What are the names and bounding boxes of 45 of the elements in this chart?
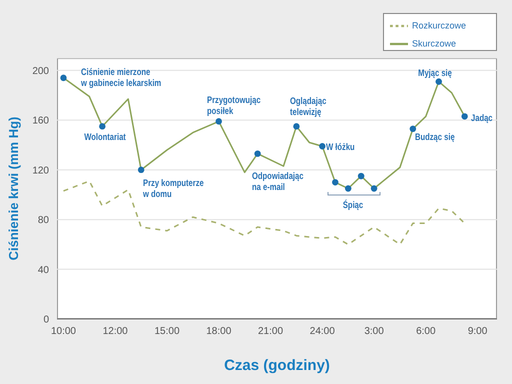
x-tick-label: 6:00 — [416, 326, 436, 338]
annotation: Budząc się — [415, 131, 455, 142]
annotation: Wolontariat — [84, 131, 126, 142]
point — [99, 123, 106, 130]
annotation: Ciśnienie mierzone w gabinecie lekarskim — [80, 66, 162, 88]
x-axis-title: Czas (godziny) — [224, 357, 330, 374]
point — [138, 166, 144, 174]
point — [254, 150, 261, 157]
annotation: Przy komputerze w domu — [142, 177, 204, 200]
annotation: Odpowiadając na e-mail — [252, 170, 304, 192]
legend-label: Skurczowe — [412, 38, 456, 48]
annotation: Śpiąc — [342, 199, 364, 210]
y-tick-label: 40 — [38, 264, 50, 276]
annotation: Oglądając telewizję — [290, 95, 326, 118]
x-tick-label: 9:00 — [468, 326, 488, 338]
point — [60, 74, 67, 82]
line-series — [62, 180, 466, 246]
y-tick-label: 80 — [38, 215, 50, 226]
point — [216, 118, 222, 125]
point — [436, 78, 442, 85]
y-tick-label: 160 — [32, 116, 50, 127]
annotation: Jadąc — [471, 112, 493, 124]
point — [461, 113, 468, 120]
y-tick-label: 120 — [32, 165, 50, 176]
annotation: Przygotowując posiłek — [207, 94, 261, 116]
legend-label: Rozkurczowe — [412, 20, 466, 30]
y-tick-label: 200 — [32, 66, 50, 77]
point — [410, 126, 416, 132]
point — [358, 172, 364, 180]
point — [319, 143, 326, 150]
x-tick-label: 21:00 — [258, 326, 284, 338]
y-tick-label: 0 — [43, 314, 50, 326]
y-axis-title: Ciśnienie krwi (mm Hg) — [6, 116, 21, 260]
x-tick-label: 12:00 — [102, 326, 128, 338]
x-tick-label: 3:00 — [364, 326, 384, 338]
x-tick-label: 10:00 — [50, 326, 76, 338]
annotation: Myjąc się — [418, 67, 452, 78]
x-tick-label: 24:00 — [310, 326, 336, 338]
x-tick-label: 18:00 — [206, 326, 232, 338]
point — [370, 185, 378, 192]
annotation: W łóżku — [326, 141, 355, 152]
x-tick-label: 15:00 — [154, 326, 180, 338]
point — [293, 123, 300, 130]
point — [344, 185, 352, 192]
point — [332, 179, 338, 186]
